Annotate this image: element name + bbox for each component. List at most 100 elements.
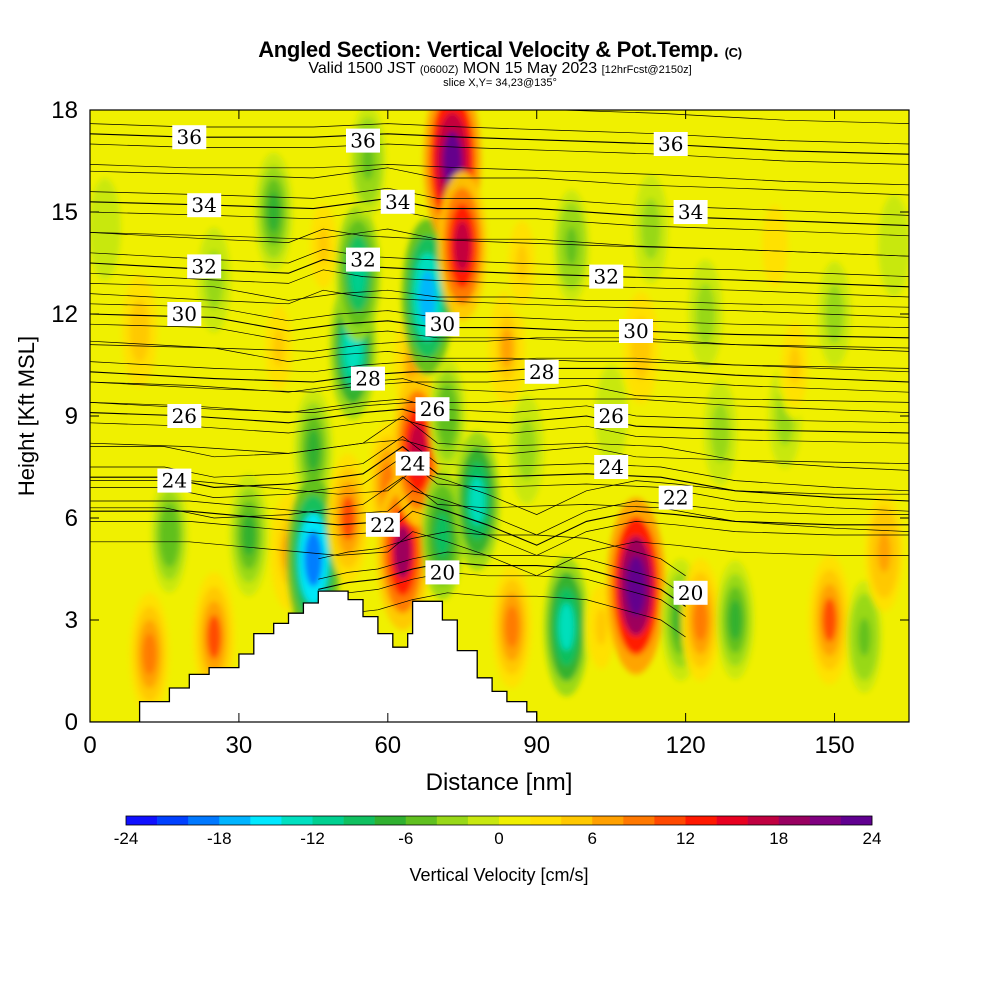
contour-label-box bbox=[187, 193, 222, 218]
forecast-info: [12hrFcst@2150z] bbox=[601, 64, 692, 76]
y-tick-label: 12 bbox=[51, 301, 78, 328]
contour-label: 30 bbox=[623, 319, 648, 343]
y-tick-label: 15 bbox=[51, 199, 78, 226]
velocity-cell bbox=[822, 598, 837, 642]
theta-contour-20 bbox=[318, 561, 686, 607]
theta-contour-minor bbox=[90, 164, 909, 186]
theta-contour-minor bbox=[90, 228, 909, 257]
colorbar-tick-label: 6 bbox=[588, 829, 597, 848]
velocity-cell bbox=[99, 211, 111, 247]
theta-contour-28 bbox=[90, 367, 909, 383]
theta-contour-minor bbox=[318, 592, 686, 638]
chart-title: Angled Section: Vertical Velocity & Pot.… bbox=[0, 37, 1000, 63]
contour-label: 26 bbox=[172, 404, 197, 428]
colorbar-swatch bbox=[436, 816, 469, 825]
theta-contour-minor bbox=[551, 110, 909, 124]
theta-contour-minor bbox=[90, 269, 909, 298]
velocity-cell bbox=[394, 525, 412, 579]
theta-contour-22 bbox=[90, 500, 909, 546]
velocity-cell bbox=[877, 531, 891, 573]
contour-label: 34 bbox=[385, 190, 410, 214]
valid-prefix: Valid 1500 JST bbox=[308, 60, 416, 77]
x-tick-label: 0 bbox=[83, 732, 96, 759]
contour-label: 26 bbox=[420, 397, 445, 421]
contour-label-box bbox=[589, 264, 624, 289]
contour-label: 34 bbox=[678, 200, 703, 224]
theta-contour-minor bbox=[90, 228, 909, 257]
colorbar-swatch bbox=[685, 816, 717, 825]
theta-contour-minor bbox=[90, 470, 909, 515]
contour-label-box bbox=[346, 247, 380, 272]
valid-date: MON 15 May 2023 bbox=[462, 60, 598, 77]
colorbar-swatch bbox=[623, 816, 655, 825]
contour-label: 22 bbox=[663, 486, 688, 510]
velocity-cell bbox=[453, 220, 471, 272]
colorbar-frame bbox=[125, 815, 873, 826]
contour-label: 30 bbox=[430, 312, 455, 336]
theta-contour-minor bbox=[90, 289, 909, 318]
contour-label: 32 bbox=[191, 254, 216, 278]
y-tick-label: 18 bbox=[51, 97, 78, 124]
contour-label-box bbox=[167, 302, 202, 326]
velocity-cell bbox=[304, 531, 323, 587]
velocity-cell bbox=[645, 210, 657, 248]
contour-label: 22 bbox=[370, 513, 395, 537]
contour-label-box bbox=[415, 397, 450, 422]
velocity-cell bbox=[693, 599, 708, 641]
contour-label: 28 bbox=[355, 367, 380, 391]
contour-label: 30 bbox=[172, 302, 197, 326]
theta-contour-minor bbox=[90, 283, 909, 308]
contour-label-box bbox=[594, 455, 629, 479]
colorbar-tick-label: -24 bbox=[114, 829, 139, 848]
contour-label-box bbox=[425, 312, 460, 337]
velocity-cell bbox=[699, 295, 712, 333]
contour-label: 20 bbox=[678, 581, 703, 605]
slice-info: slice X,Y= 34,23@135° bbox=[443, 77, 557, 89]
contour-label-box bbox=[365, 512, 400, 537]
title-text: Angled Section: Vertical Velocity & Pot.… bbox=[258, 37, 719, 62]
contour-label-box bbox=[167, 404, 202, 428]
velocity-cell bbox=[142, 633, 157, 675]
velocity-cell bbox=[317, 227, 330, 265]
colorbar-swatch bbox=[561, 816, 593, 825]
velocity-cell bbox=[418, 270, 437, 324]
velocity-cell bbox=[595, 608, 608, 646]
contour-label: 24 bbox=[162, 469, 187, 493]
velocity-cell bbox=[242, 514, 256, 556]
velocity-cell bbox=[267, 191, 281, 233]
valid-time-line: Valid 1500 JST (0600Z) MON 15 May 2023 [… bbox=[0, 60, 1000, 78]
theta-contour-minor bbox=[90, 435, 909, 492]
colorbar-tick-label: 0 bbox=[494, 829, 503, 848]
theta-contour-24 bbox=[90, 445, 909, 502]
x-axis-label: Distance [nm] bbox=[426, 769, 573, 796]
contour-label-box bbox=[619, 319, 653, 343]
theta-contour-minor bbox=[90, 531, 909, 577]
colorbar-swatch bbox=[747, 816, 780, 825]
theta-contour-minor bbox=[90, 208, 909, 237]
contour-label: 24 bbox=[598, 455, 623, 479]
contour-label-box bbox=[395, 451, 430, 476]
contour-label-box bbox=[524, 359, 559, 384]
colorbar-swatch bbox=[188, 816, 220, 825]
title-unit: (C) bbox=[724, 45, 742, 60]
colorbar-tick-label: 18 bbox=[769, 829, 788, 848]
velocity-cell bbox=[435, 513, 450, 557]
y-tick-label: 6 bbox=[65, 505, 78, 532]
colorbar-swatch bbox=[343, 816, 375, 825]
theta-contour-minor bbox=[90, 510, 909, 556]
contour-label-box bbox=[673, 580, 708, 605]
theta-contour-minor bbox=[90, 378, 909, 393]
contour-labels: 36 36 36 34 34 34 32 32 32 30 30 30 28 28 26 26 26 24 24 24… bbox=[157, 125, 708, 605]
colorbar-tick-label: 24 bbox=[863, 829, 882, 848]
x-tick-label: 30 bbox=[226, 732, 253, 759]
velocity-cell bbox=[769, 228, 781, 264]
x-tick-label: 120 bbox=[666, 732, 706, 759]
theta-contour-minor bbox=[90, 439, 909, 464]
contour-label: 32 bbox=[350, 248, 375, 272]
velocity-cell bbox=[565, 226, 578, 266]
colorbar-label: Vertical Velocity [cm/s] bbox=[409, 865, 588, 885]
velocity-cell bbox=[500, 328, 514, 368]
colorbar-swatch bbox=[530, 816, 562, 825]
contour-label-box bbox=[350, 366, 385, 391]
